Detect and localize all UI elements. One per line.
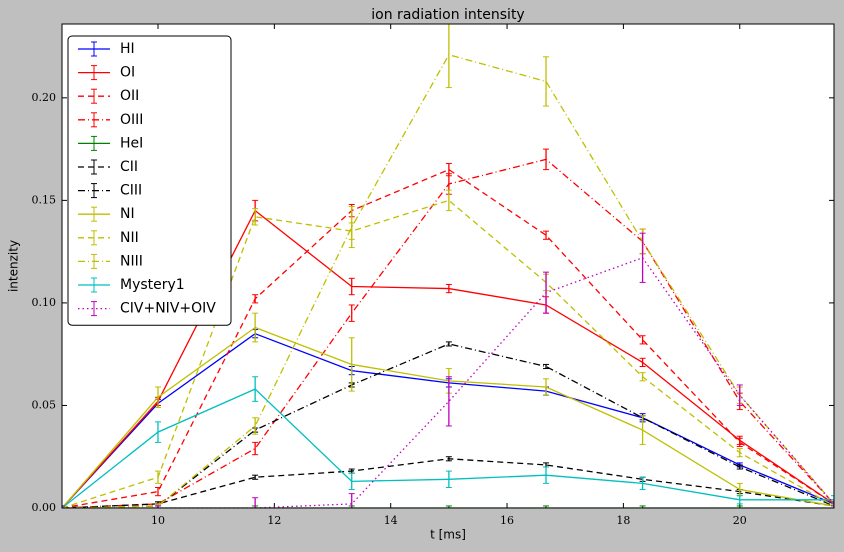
error-bar: [639, 476, 646, 491]
legend-label: CIII: [120, 183, 142, 199]
series-line: [62, 199, 834, 508]
y-tick-label: 0.00: [32, 501, 57, 514]
error-bar: [445, 283, 452, 294]
chart-title: ion radiation intensity: [371, 7, 524, 23]
x-tick-label: 14: [384, 514, 398, 527]
legend-label: CII: [120, 159, 138, 175]
error-bar: [639, 505, 646, 508]
error-bar: [445, 341, 452, 347]
y-tick-label: 0.05: [32, 398, 57, 411]
legend-label: NI: [120, 206, 135, 222]
x-tick-label: 20: [733, 514, 747, 527]
error-bar: [252, 441, 259, 456]
error-bar: [154, 505, 161, 508]
error-bar: [736, 448, 743, 458]
plot-frame: [61, 23, 835, 509]
error-bar: [252, 312, 259, 343]
x-tick-label: 16: [500, 514, 514, 527]
error-bar: [543, 363, 550, 370]
x-tick-label: 18: [616, 514, 630, 527]
error-bar: [639, 372, 646, 382]
x-tick-label: 10: [151, 514, 165, 527]
error-bar: [252, 474, 259, 480]
error-bar: [348, 304, 355, 322]
x-tick-label: 12: [267, 514, 281, 527]
error-bar: [445, 189, 452, 212]
y-tick-label: 0.15: [32, 193, 57, 206]
error-bar: [543, 148, 550, 171]
error-bar: [736, 384, 743, 406]
error-bar: [639, 232, 646, 283]
x-axis-label: t [ms]: [430, 528, 466, 542]
error-bar: [445, 470, 452, 488]
legend-label: NIII: [120, 253, 143, 269]
error-bar: [543, 56, 550, 107]
error-bar: [252, 208, 259, 226]
error-bar: [543, 466, 550, 484]
error-bar: [831, 495, 834, 505]
error-bar: [445, 456, 452, 462]
y-tick-label: 0.20: [32, 91, 57, 104]
error-bar: [831, 501, 834, 507]
error-bar: [736, 464, 743, 470]
error-bar: [639, 357, 646, 367]
error-bar: [543, 230, 550, 240]
legend-label: OIII: [120, 112, 143, 128]
legend-label: HeI: [120, 135, 143, 151]
error-bar: [736, 495, 743, 505]
error-bar: [154, 486, 161, 497]
error-bar: [639, 335, 646, 345]
error-bar: [543, 378, 550, 396]
error-bar: [639, 415, 646, 445]
error-bar: [736, 437, 743, 447]
legend-label: NII: [120, 230, 139, 246]
legend-label: OI: [120, 65, 135, 81]
legend-label: HI: [120, 41, 135, 57]
legend-box: [67, 35, 232, 326]
error-bar: [543, 505, 550, 508]
error-bar: [62, 505, 65, 508]
legend-label: CIV+NIV+OIV: [120, 301, 216, 317]
error-bar: [252, 376, 259, 402]
y-axis-label: intenzity: [7, 240, 21, 292]
error-bar: [445, 376, 452, 427]
error-bar: [348, 472, 355, 491]
error-bar: [445, 24, 452, 89]
error-bar: [154, 470, 161, 484]
error-bar: [348, 206, 355, 249]
error-bar: [543, 271, 550, 314]
legend-label: OII: [120, 88, 139, 104]
series-line: [62, 168, 834, 508]
error-bar: [154, 421, 161, 443]
error-bar: [348, 493, 355, 508]
error-bar: [252, 294, 259, 304]
error-bar: [348, 337, 355, 392]
error-bar: [348, 277, 355, 296]
error-bar: [252, 417, 259, 435]
error-bar: [445, 505, 452, 508]
y-tick-label: 0.10: [32, 296, 57, 309]
error-bar: [736, 505, 743, 508]
error-bar: [154, 386, 161, 409]
series-layer: [62, 24, 834, 508]
legend-label: Mystery1: [120, 277, 185, 293]
